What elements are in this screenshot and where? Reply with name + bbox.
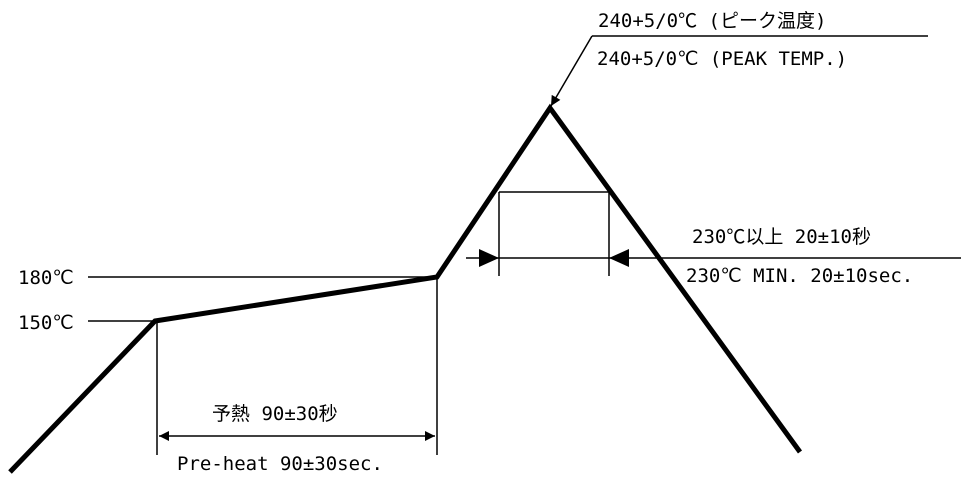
label-150c: 150℃: [18, 312, 74, 334]
peak-label-en: 240+5/0℃ (PEAK TEMP.): [597, 48, 847, 70]
above230-label-en: 230℃ MIN. 20±10sec.: [686, 265, 913, 287]
peak-label-jp: 240+5/0℃ (ピーク温度): [598, 10, 826, 32]
above230-arrowhead-left: [479, 249, 499, 267]
peak-leader-line: [550, 35, 593, 107]
above230-label-jp: 230℃以上 20±10秒: [692, 226, 871, 248]
preheat-label-jp: 予熱 90±30秒: [212, 403, 338, 425]
temperature-profile-curve: [8, 103, 803, 474]
preheat-label-en: Pre-heat 90±30sec.: [177, 453, 383, 475]
above230-arrowhead-right: [609, 249, 629, 267]
label-180c: 180℃: [18, 267, 74, 289]
